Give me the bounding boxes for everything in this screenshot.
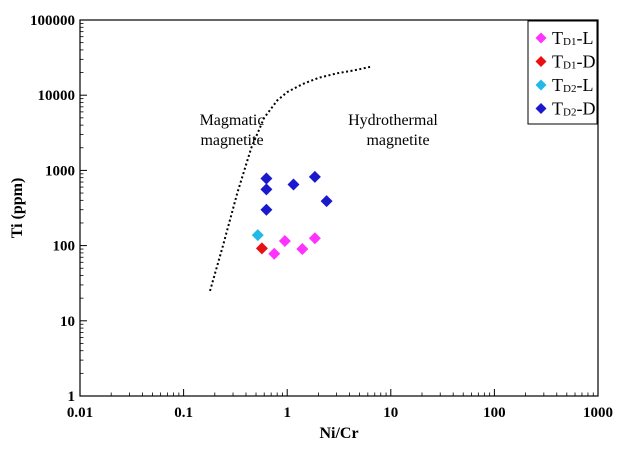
y-tick-label: 100 <box>53 239 76 255</box>
x-tick-label: 100 <box>483 405 506 421</box>
y-tick-label: 10000 <box>38 88 76 104</box>
axis-ticks <box>79 19 599 397</box>
data-point-td2-l <box>251 229 264 242</box>
y-axis-title: Ti (ppm) <box>9 178 26 239</box>
data-point-td2-d <box>320 195 333 208</box>
y-tick-label: 100000 <box>30 13 75 29</box>
annotation-magmatic-line1: Magmatic <box>200 112 265 129</box>
axis-tick-labels: 0.01 0.1 1 10 100 1000 1 10 100 1000 10000 100000 <box>30 13 613 421</box>
plot-area-frame <box>79 19 599 397</box>
legend: TD1-L TD1-D TD2-L TD2-D <box>535 28 595 119</box>
x-tick-label: 1000 <box>583 405 613 421</box>
data-point-td2-d <box>260 172 273 185</box>
legend-marker-td2-d <box>535 103 547 114</box>
x-tick-label: 1 <box>283 405 291 421</box>
x-tick-label: 10 <box>383 405 398 421</box>
legend-label-td1-d: TD1-D <box>552 52 595 72</box>
annotation-hydrothermal-line2: magnetite <box>366 132 429 149</box>
annotation-hydrothermal-line1: Hydrothermal <box>348 112 438 129</box>
x-axis-title: Ni/Cr <box>319 425 358 442</box>
legend-label-td2-d: TD2-D <box>552 99 595 119</box>
legend-marker-td1-d <box>535 56 547 67</box>
annotation-magmatic-line2: magnetite <box>200 132 263 149</box>
data-points <box>251 170 333 260</box>
data-point-td1-l <box>296 243 309 256</box>
data-point-td2-d <box>287 178 300 191</box>
legend-marker-td1-l <box>535 32 547 44</box>
x-tick-label: 0.1 <box>174 405 193 421</box>
data-point-td2-d <box>260 183 273 196</box>
data-point-td1-d <box>255 242 268 255</box>
data-point-td2-d <box>308 170 321 183</box>
y-tick-label: 1 <box>68 389 76 405</box>
legend-marker-td2-l <box>535 79 547 91</box>
legend-label-td2-l: TD2-L <box>552 75 593 95</box>
legend-label-td1-l: TD1-L <box>552 28 593 48</box>
data-point-td1-l <box>278 235 291 248</box>
data-point-td1-l <box>268 247 281 260</box>
y-tick-label: 10 <box>60 314 75 330</box>
x-tick-label: 0.01 <box>67 405 93 421</box>
y-tick-label: 1000 <box>45 163 75 179</box>
boundary-line <box>209 65 372 292</box>
data-point-td2-d <box>260 203 273 216</box>
data-point-td1-l <box>308 232 321 245</box>
